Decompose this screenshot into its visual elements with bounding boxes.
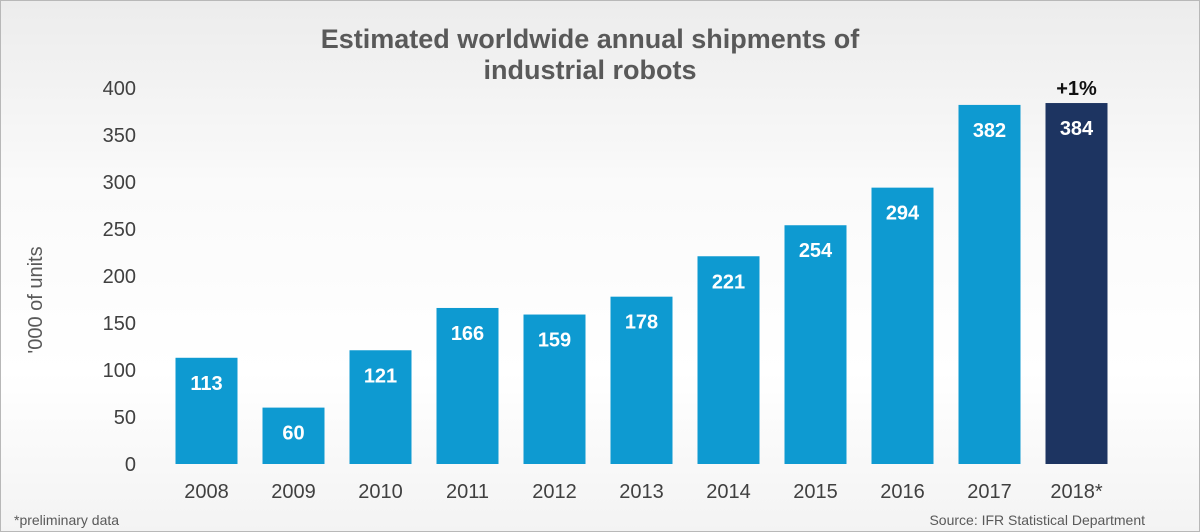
x-tick-label: 2012 <box>532 481 577 503</box>
bar-value-label: 121 <box>364 365 397 387</box>
y-tick-label: 300 <box>103 172 136 194</box>
annotations: +1% <box>1056 78 1097 100</box>
chart-title-line-2: industrial robots <box>483 55 697 85</box>
y-tick-label: 0 <box>125 454 136 476</box>
bars <box>175 103 1108 465</box>
x-axis-ticks: 2008 2009 2010 2011 2012 2013 2014 2015 2016 2017… <box>184 481 1103 503</box>
bar-value-label: 294 <box>886 203 920 225</box>
bar-value-label: 60 <box>282 423 304 445</box>
x-tick-label: 2009 <box>271 481 316 503</box>
bar-value-label: 382 <box>973 120 1006 142</box>
chart-title-line-1: Estimated worldwide annual shipments of <box>320 24 860 54</box>
y-tick-label: 150 <box>103 313 136 335</box>
bar-2018 <box>1045 103 1108 464</box>
footnote: *preliminary data <box>14 512 120 528</box>
bar-value-label: 221 <box>712 271 745 293</box>
x-tick-label: 2014 <box>706 481 751 503</box>
bar-value-label: 113 <box>190 373 222 395</box>
y-tick-label: 200 <box>103 266 136 288</box>
chart-title: Estimated worldwide annual shipments of … <box>200 24 980 86</box>
bar-2008 <box>175 357 238 464</box>
bar-value-label: 159 <box>538 330 571 352</box>
bar-value-label: 254 <box>799 240 833 262</box>
x-tick-label: 2010 <box>358 481 403 503</box>
bar-2014 <box>697 256 760 464</box>
bar-2010 <box>349 350 412 464</box>
y-tick-label: 350 <box>103 125 136 147</box>
x-tick-label: 2008 <box>184 481 229 503</box>
bar-2012 <box>523 314 586 464</box>
source-note: Source: IFR Statistical Department <box>929 512 1145 528</box>
change-annotation: +1% <box>1056 78 1097 100</box>
y-axis-label: '000 of units <box>25 246 47 353</box>
bar-2017 <box>958 104 1021 465</box>
bar-value-label: 178 <box>625 312 658 334</box>
bar-2013 <box>610 296 673 464</box>
y-tick-label: 50 <box>114 407 136 429</box>
x-tick-label: 2011 <box>446 481 489 503</box>
bar-value-label: 166 <box>451 323 484 345</box>
x-tick-label: 2017 <box>967 481 1012 503</box>
y-tick-label: 100 <box>103 360 136 382</box>
x-tick-label: 2013 <box>619 481 664 503</box>
bar-2011 <box>436 307 499 464</box>
bar-value-label: 384 <box>1060 118 1094 140</box>
x-tick-label: 2015 <box>793 481 838 503</box>
y-tick-label: 250 <box>103 219 136 241</box>
bar-2009 <box>262 407 325 464</box>
bar-2016 <box>871 187 934 464</box>
y-axis-ticks: 0 50 100 150 200 250 300 350 400 <box>103 78 136 476</box>
x-tick-label: 2016 <box>880 481 925 503</box>
y-tick-label: 400 <box>103 78 136 100</box>
x-tick-label: 2018* <box>1050 481 1102 503</box>
bar-2015 <box>784 225 847 464</box>
bar-value-labels: 113 60 121 166 159 178 221 254 294 382 384 <box>190 118 1094 445</box>
